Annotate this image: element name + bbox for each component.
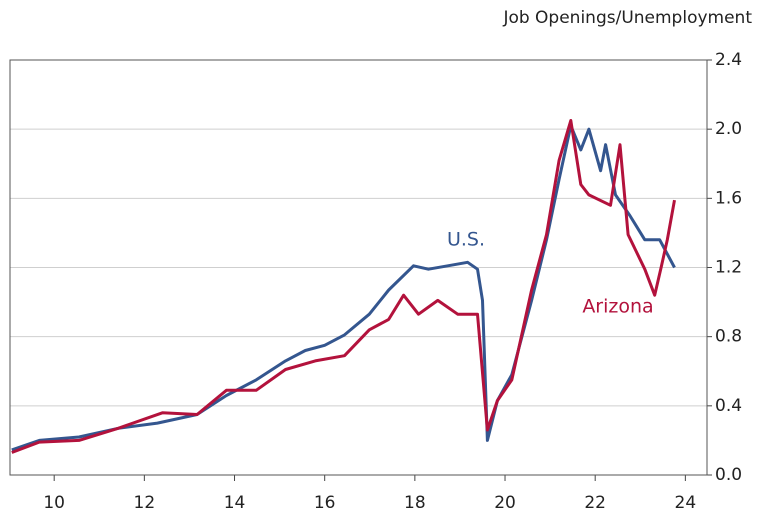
x-tick-label: 16 bbox=[314, 493, 336, 513]
x-tick-label: 22 bbox=[584, 493, 606, 513]
x-tick-label: 18 bbox=[404, 493, 426, 513]
plot-frame bbox=[9, 59, 708, 476]
x-tick-label: 12 bbox=[134, 493, 156, 513]
y-tick-label: 1.6 bbox=[715, 188, 742, 208]
y-tick-label: 2.4 bbox=[715, 50, 742, 70]
series-label: U.S. bbox=[447, 229, 485, 251]
x-tick-label: 10 bbox=[43, 493, 65, 513]
x-tick-label: 14 bbox=[224, 493, 246, 513]
y-tick-label: 0.4 bbox=[715, 396, 742, 416]
y-tick-label: 0.0 bbox=[715, 465, 742, 485]
y-tick-label: 2.0 bbox=[715, 119, 742, 139]
y-tick-label: 0.8 bbox=[715, 327, 742, 347]
x-tick-label: 24 bbox=[675, 493, 697, 513]
y-tick-label: 1.2 bbox=[715, 258, 742, 278]
chart-title: Job Openings/Unemployment bbox=[502, 8, 752, 28]
series-label: Arizona bbox=[582, 296, 653, 318]
series-line bbox=[11, 124, 676, 452]
series-line bbox=[11, 119, 676, 454]
x-tick-label: 20 bbox=[494, 493, 516, 513]
